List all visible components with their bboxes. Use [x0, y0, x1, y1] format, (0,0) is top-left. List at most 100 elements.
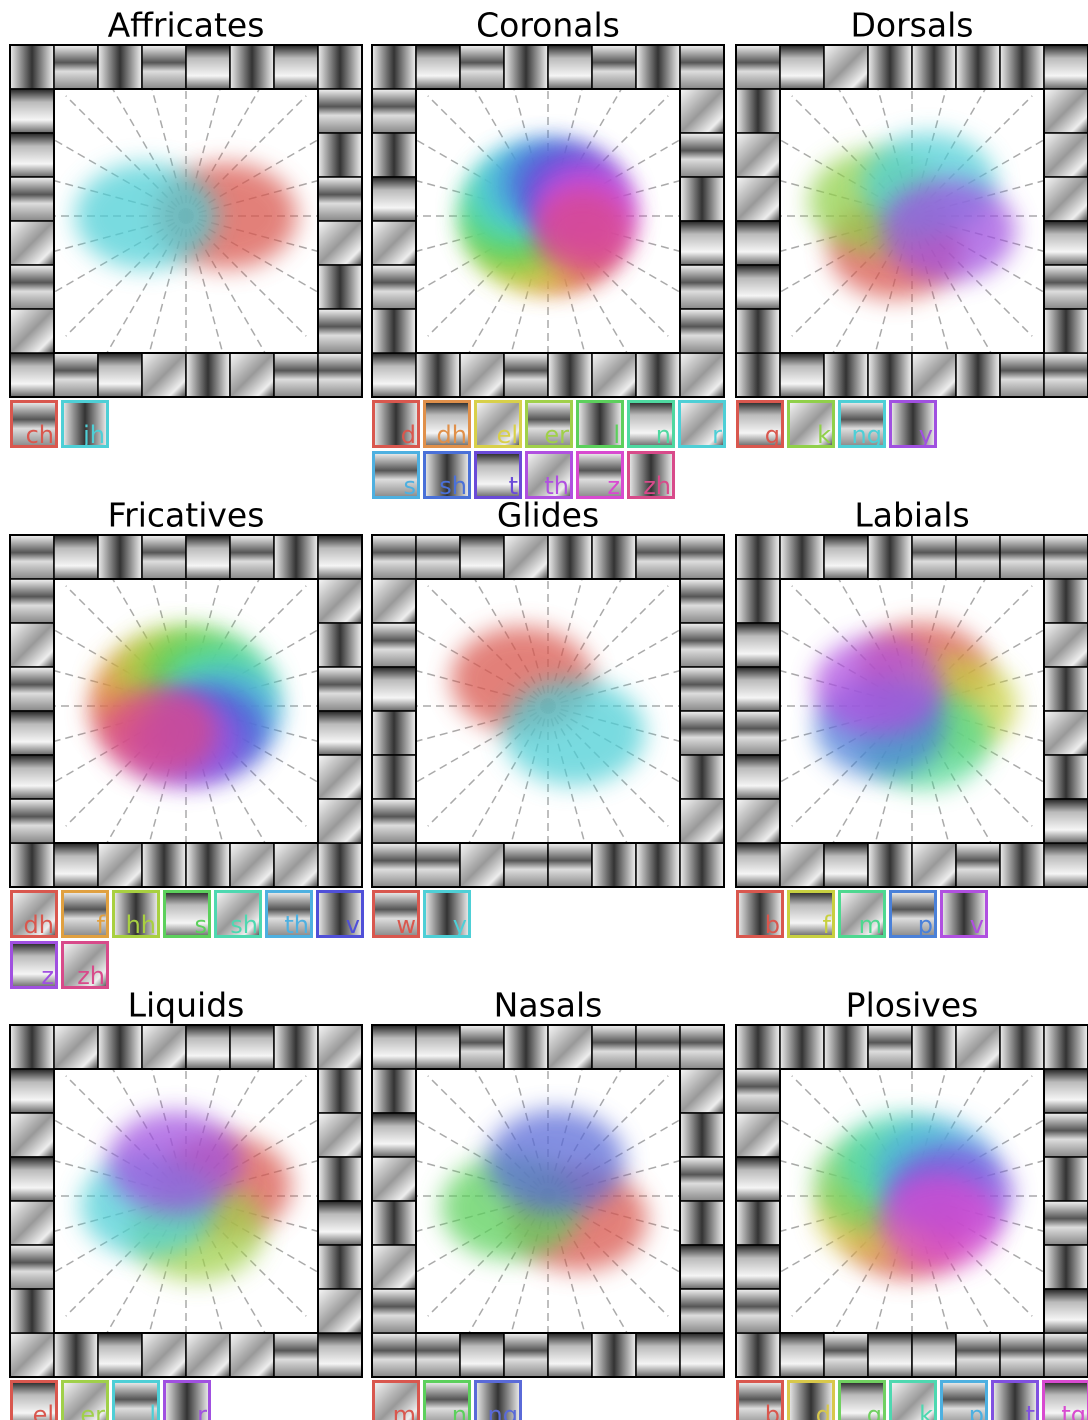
spectrogram-cell — [780, 45, 824, 89]
spectrogram-cell — [680, 667, 724, 711]
spectrogram-cell — [736, 133, 780, 177]
cluster-blob — [534, 191, 632, 275]
spectrogram-cell — [372, 667, 416, 711]
cluster-blob — [487, 1110, 625, 1214]
spectrogram-cell — [956, 45, 1000, 89]
legend-label: jh — [82, 421, 105, 449]
spectrogram-cell — [372, 1069, 416, 1113]
spectrogram-cell — [504, 45, 548, 89]
panel-title: Labials — [854, 496, 969, 535]
spectrogram-cell — [1044, 667, 1088, 711]
spectrogram-cell — [680, 1113, 724, 1157]
spectrogram-cell — [780, 843, 824, 887]
spectrogram-cell — [736, 265, 780, 309]
spectrogram-cell — [98, 535, 142, 579]
legend-label: sh — [439, 472, 467, 500]
legend-label: el — [497, 421, 518, 449]
panel: Nasalsmnng — [372, 986, 724, 1420]
spectrogram-cell — [1044, 221, 1088, 265]
spectrogram-cell — [780, 353, 824, 397]
spectrogram-cell — [912, 1025, 956, 1069]
legend-label: y — [453, 911, 467, 939]
spectrogram-cell — [10, 265, 54, 309]
spectrogram-cell — [372, 177, 416, 221]
spectrogram-cell — [956, 1333, 1000, 1377]
spectrogram-cell — [824, 45, 868, 89]
legend-label: dh — [24, 911, 54, 939]
spectrogram-cell — [318, 221, 362, 265]
spectrogram-cell — [318, 45, 362, 89]
spectrogram-cell — [372, 1025, 416, 1069]
spectrogram-cell — [372, 799, 416, 843]
spectrogram-cell — [736, 579, 780, 623]
legend-label: er — [544, 421, 569, 449]
spectrogram-cell — [680, 843, 724, 887]
spectrogram-cell — [186, 353, 230, 397]
spectrogram-cell — [956, 535, 1000, 579]
spectrogram-cell — [416, 45, 460, 89]
spectrogram-cell — [680, 221, 724, 265]
spectrogram-cell — [186, 1333, 230, 1377]
spectrogram-cell — [636, 843, 680, 887]
spectrogram-cell — [504, 1333, 548, 1377]
spectrogram-cell — [1044, 1025, 1088, 1069]
spectrogram-cell — [10, 45, 54, 89]
spectrogram-cell — [10, 843, 54, 887]
legend-label: f — [823, 911, 832, 939]
spectrogram-cell — [592, 535, 636, 579]
spectrogram-cell — [54, 1333, 98, 1377]
spectrogram-cell — [318, 265, 362, 309]
panel-title: Dorsals — [851, 6, 974, 45]
spectrogram-cell — [318, 711, 362, 755]
spectrogram-cell — [318, 1069, 362, 1113]
spectrogram-cell — [548, 535, 592, 579]
spectrogram-cell — [10, 133, 54, 177]
panel-title: Coronals — [476, 6, 620, 45]
spectrogram-cell — [956, 353, 1000, 397]
spectrogram-cell — [416, 1333, 460, 1377]
spectrogram-cell — [98, 1333, 142, 1377]
spectrogram-cell — [824, 535, 868, 579]
spectrogram-cell — [868, 535, 912, 579]
spectrogram-cell — [142, 1025, 186, 1069]
legend-label: r — [197, 1401, 207, 1420]
panel-title: Affricates — [108, 6, 265, 45]
legend-label: b — [765, 1401, 780, 1420]
spectrogram-cell — [230, 45, 274, 89]
spectrogram-cell — [372, 265, 416, 309]
spectrogram-cell — [1044, 1289, 1088, 1333]
spectrogram-cell — [10, 755, 54, 799]
spectrogram-cell — [372, 309, 416, 353]
spectrogram-cell — [372, 755, 416, 799]
spectrogram-cell — [10, 353, 54, 397]
spectrogram-cell — [142, 843, 186, 887]
cluster-blob — [75, 163, 217, 269]
legend-label: er — [80, 1401, 105, 1420]
panel: Labialsbfmpv — [736, 496, 1088, 940]
spectrogram-cell — [680, 133, 724, 177]
spectrogram-cell — [230, 1333, 274, 1377]
spectrogram-cell — [736, 799, 780, 843]
spectrogram-cell — [318, 1201, 362, 1245]
spectrogram-cell — [736, 711, 780, 755]
spectrogram-cell — [1044, 45, 1088, 89]
legend-label: v — [346, 911, 360, 939]
spectrogram-cell — [10, 177, 54, 221]
spectrogram-cell — [680, 711, 724, 755]
spectrogram-cell — [868, 45, 912, 89]
spectrogram-cell — [318, 667, 362, 711]
cluster-blob — [102, 686, 216, 778]
spectrogram-cell — [54, 45, 98, 89]
spectrogram-cell — [1000, 535, 1044, 579]
spectrogram-cell — [318, 1113, 362, 1157]
spectrogram-cell — [318, 1157, 362, 1201]
legend-label: g — [765, 421, 780, 449]
spectrogram-cell — [416, 843, 460, 887]
spectrogram-cell — [680, 89, 724, 133]
spectrogram-cell — [98, 843, 142, 887]
spectrogram-cell — [736, 1289, 780, 1333]
spectrogram-cell — [736, 1201, 780, 1245]
legend-label: m — [393, 1401, 416, 1420]
spectrogram-cell — [780, 1333, 824, 1377]
spectrogram-cell — [912, 45, 956, 89]
